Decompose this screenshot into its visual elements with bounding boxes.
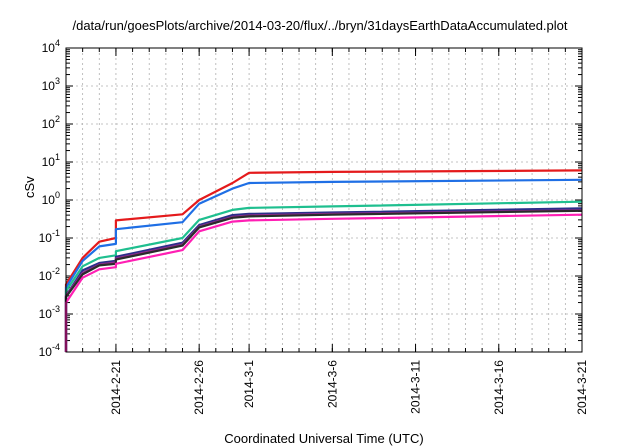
y-tick-label: 102 <box>42 114 60 131</box>
chart-title: /data/run/goesPlots/archive/2014-03-20/f… <box>72 18 568 33</box>
y-tick-label: 10-2 <box>39 266 60 283</box>
x-tick-label: 2014-2-26 <box>192 360 206 415</box>
x-axis-label: Coordinated Universal Time (UTC) <box>224 431 424 446</box>
y-tick-label: 10-1 <box>39 228 60 245</box>
y-tick-label: 10-3 <box>39 304 60 321</box>
x-tick-label: 2014-3-6 <box>325 360 339 408</box>
series-line-4 <box>64 207 583 352</box>
x-tick-label: 2014-2-21 <box>109 360 123 415</box>
series-line-3 <box>64 200 583 352</box>
series-line-7 <box>64 213 583 352</box>
x-tick-label: 2014-3-21 <box>575 360 589 415</box>
y-tick-label: 103 <box>42 76 60 93</box>
series-line-2 <box>64 178 583 352</box>
series-line-6 <box>64 209 583 352</box>
x-tick-label: 2014-3-1 <box>242 360 256 408</box>
y-tick-label: 10-4 <box>39 342 60 359</box>
series-line-1 <box>64 169 583 352</box>
y-tick-label: 101 <box>42 152 60 169</box>
x-tick-label: 2014-3-16 <box>492 360 506 415</box>
y-tick-label: 100 <box>42 190 60 207</box>
plot-frame <box>65 47 583 353</box>
y-tick-label: 104 <box>42 38 60 55</box>
x-tick-label: 2014-3-11 <box>409 360 423 414</box>
series-line-5 <box>64 209 583 352</box>
